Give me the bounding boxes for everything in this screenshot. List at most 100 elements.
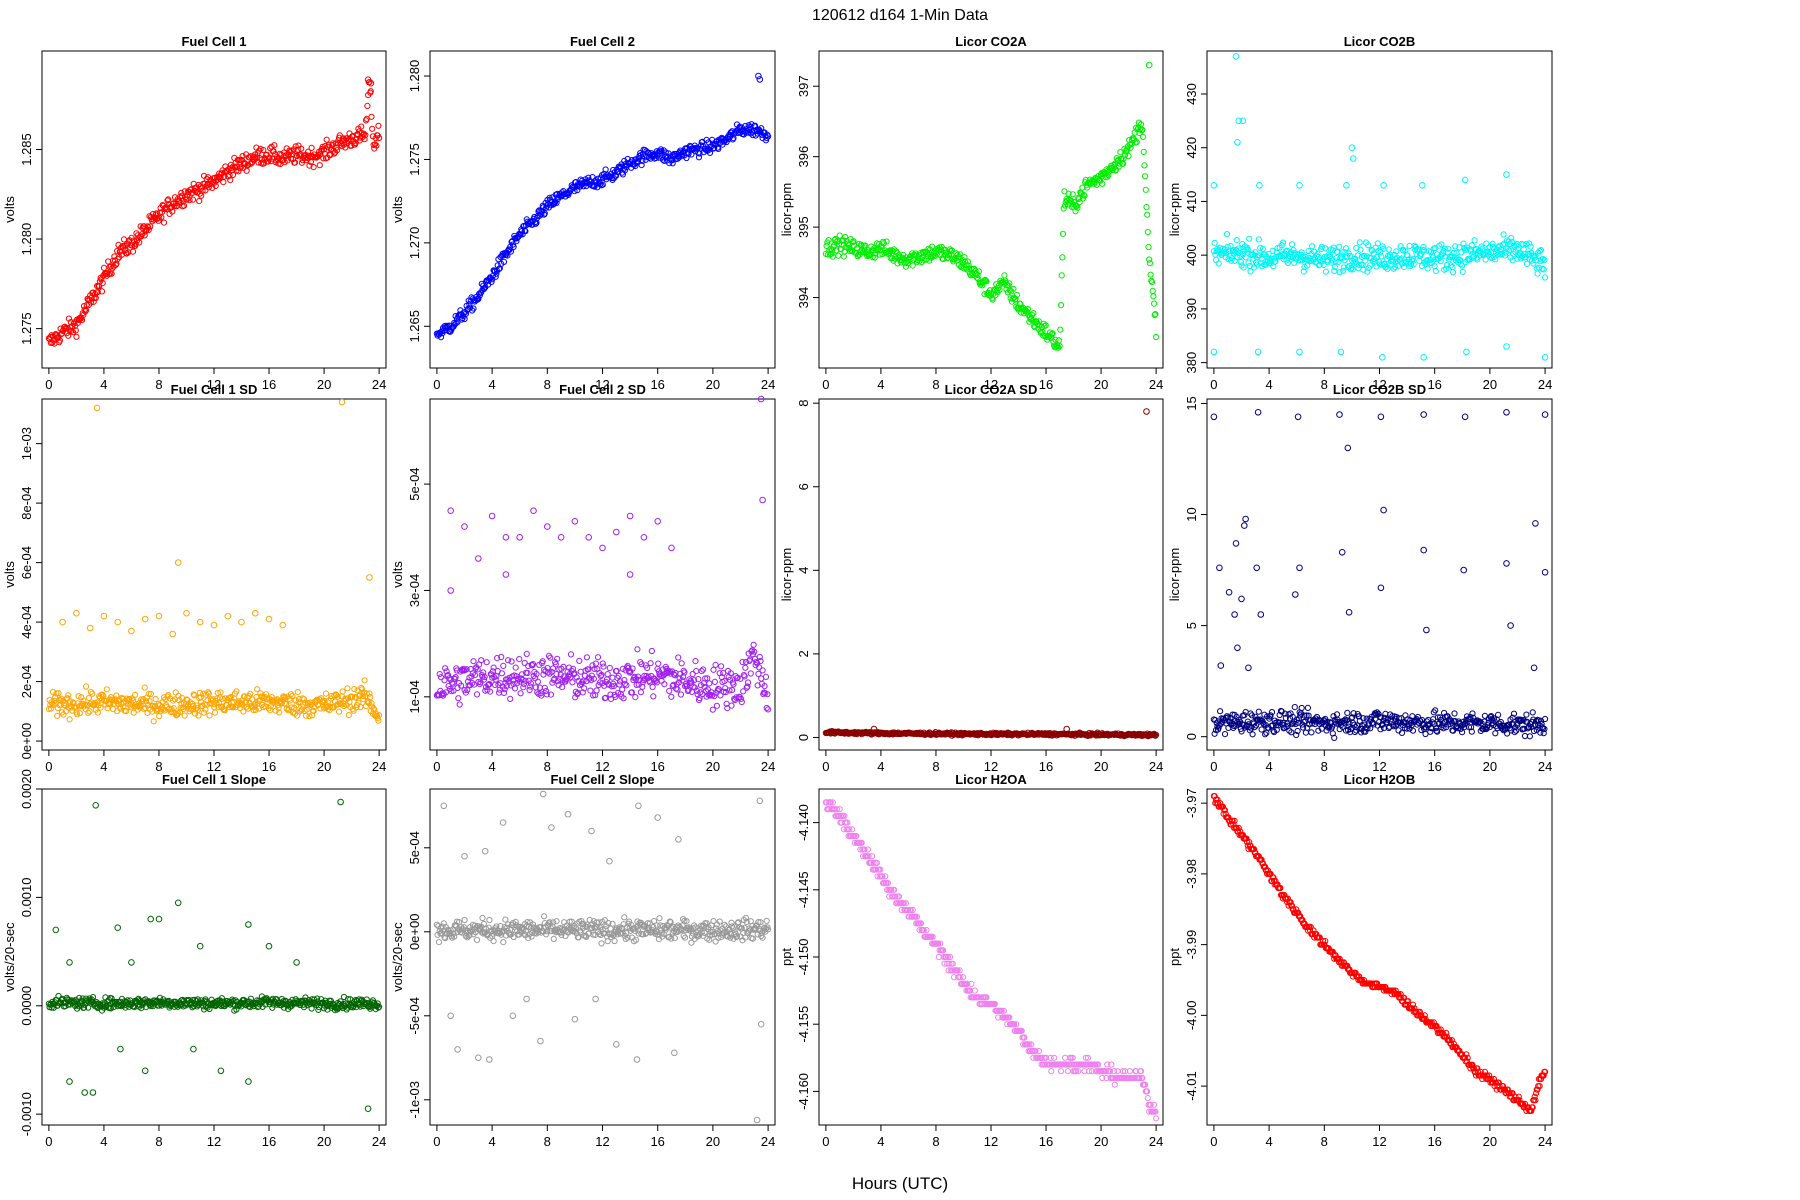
outlier-point xyxy=(114,924,121,932)
plot-frame xyxy=(1206,398,1553,751)
data-point xyxy=(1340,264,1348,271)
y-tick-label: 6e-04 xyxy=(19,546,34,579)
outlier-point xyxy=(364,1105,372,1112)
plot-frame xyxy=(429,50,776,369)
data-point xyxy=(1537,729,1544,736)
outlier-point xyxy=(367,79,375,87)
data-point xyxy=(691,677,698,684)
outlier-point xyxy=(755,72,762,80)
data-point xyxy=(1324,718,1331,725)
data-point xyxy=(756,664,763,671)
data-point xyxy=(1521,250,1529,258)
data-point xyxy=(633,681,640,689)
data-point xyxy=(1318,243,1325,250)
data-point xyxy=(480,676,487,683)
data-point xyxy=(299,695,306,702)
data-point xyxy=(765,133,772,140)
data-point xyxy=(257,145,264,152)
data-point xyxy=(543,691,550,698)
data-point xyxy=(1400,264,1408,271)
data-point xyxy=(541,210,548,217)
outlier-point xyxy=(1254,348,1262,356)
data-point xyxy=(1465,724,1473,731)
data-point xyxy=(74,320,81,327)
x-axis: 0 4 8 12 16 20 24 xyxy=(45,368,386,392)
data-point xyxy=(220,706,227,713)
data-point xyxy=(1399,246,1406,253)
data-point xyxy=(1288,241,1296,248)
data-point xyxy=(678,660,685,667)
data-point xyxy=(453,319,460,326)
x-tick-label: 4 xyxy=(1265,759,1272,774)
data-point xyxy=(435,939,443,946)
data-point xyxy=(764,691,771,698)
data-point xyxy=(1244,246,1251,253)
outlier-point xyxy=(86,624,94,632)
data-point xyxy=(576,657,583,665)
data-point xyxy=(502,916,509,923)
data-point xyxy=(1241,712,1248,719)
data-point xyxy=(738,698,745,706)
data-point xyxy=(322,142,329,150)
data-point xyxy=(1288,729,1295,736)
data-point xyxy=(1057,302,1065,309)
data-point xyxy=(1374,240,1381,247)
data-point xyxy=(1463,244,1471,251)
data-point xyxy=(823,242,830,249)
data-point xyxy=(147,690,154,698)
data-point xyxy=(937,246,945,253)
data-point xyxy=(252,706,259,713)
data-point xyxy=(66,716,73,723)
data-point xyxy=(1015,304,1023,311)
data-point xyxy=(1030,310,1037,317)
data-point xyxy=(694,145,701,152)
outlier-point xyxy=(174,559,182,566)
data-point xyxy=(1249,731,1256,738)
data-point xyxy=(1542,274,1549,281)
data-point xyxy=(639,683,646,690)
data-point xyxy=(1524,260,1531,267)
data-point xyxy=(361,677,368,684)
data-point xyxy=(964,258,972,265)
outlier-point xyxy=(141,1067,149,1075)
data-point xyxy=(1258,726,1265,733)
data-point xyxy=(156,994,163,1001)
outlier-point xyxy=(1232,540,1240,547)
data-point xyxy=(1248,725,1255,732)
data-point xyxy=(1298,704,1305,712)
outlier-point xyxy=(59,618,66,626)
data-point xyxy=(522,228,529,235)
outlier-point xyxy=(1294,413,1302,421)
data-point xyxy=(1001,272,1008,279)
data-point xyxy=(462,933,469,940)
data-point xyxy=(644,664,651,672)
x-tick-label: 24 xyxy=(372,377,386,392)
outlier-point xyxy=(66,959,73,966)
data-point xyxy=(1139,126,1146,133)
outlier-point xyxy=(196,942,204,950)
data-point xyxy=(493,923,500,930)
outlier-point xyxy=(1541,354,1549,361)
x-tick-label: 4 xyxy=(877,377,884,392)
plot-frame xyxy=(818,398,1164,751)
data-point xyxy=(1290,246,1297,254)
data-point xyxy=(866,252,873,259)
data-point xyxy=(1067,197,1074,204)
data-point xyxy=(483,659,490,666)
data-point xyxy=(569,679,576,686)
data-point xyxy=(1339,723,1346,731)
data-point xyxy=(176,708,183,716)
data-point xyxy=(118,244,125,251)
data-point xyxy=(1386,723,1393,730)
x-tick-label: 24 xyxy=(761,759,775,774)
data-point xyxy=(547,654,554,661)
figure-xlabel: Hours (UTC) xyxy=(852,1174,948,1193)
y-tick-label: 1.275 xyxy=(407,143,422,176)
data-point xyxy=(190,691,197,698)
data-point xyxy=(553,199,560,206)
data-point xyxy=(581,685,588,692)
outlier-point xyxy=(516,534,524,541)
